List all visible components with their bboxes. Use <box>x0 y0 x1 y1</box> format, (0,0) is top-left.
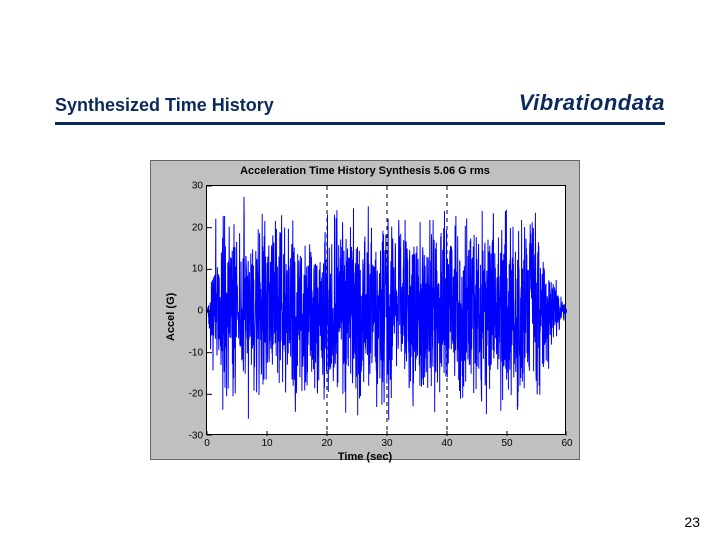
x-tick-label: 10 <box>261 438 272 449</box>
y-tick-label: -20 <box>189 389 203 400</box>
chart-panel: Acceleration Time History Synthesis 5.06… <box>150 160 580 460</box>
chart-line-series <box>207 186 567 436</box>
slide-root: Synthesized Time History Vibrationdata A… <box>0 0 720 540</box>
x-tick-label: 60 <box>561 438 572 449</box>
x-tick-label: 20 <box>321 438 332 449</box>
chart-container: Acceleration Time History Synthesis 5.06… <box>150 160 580 460</box>
y-tick-label: 0 <box>197 306 203 317</box>
x-tick-label: 30 <box>381 438 392 449</box>
chart-axes: -30-20-1001020300102030405060 <box>206 185 566 435</box>
x-axis-label: Time (sec) <box>338 451 392 463</box>
y-tick-label: 20 <box>192 222 203 233</box>
x-tick-label: 0 <box>204 438 210 449</box>
x-tick-label: 40 <box>441 438 452 449</box>
slide-header: Synthesized Time History Vibrationdata <box>55 90 665 125</box>
y-tick-label: 30 <box>192 181 203 192</box>
page-number: 23 <box>684 514 700 530</box>
y-tick-label: -10 <box>189 347 203 358</box>
y-axis-label: Accel (G) <box>165 293 177 341</box>
slide-title: Synthesized Time History <box>55 95 274 116</box>
x-tick-label: 50 <box>501 438 512 449</box>
brand-logo-text: Vibrationdata <box>519 90 665 116</box>
y-tick-label: 10 <box>192 264 203 275</box>
chart-title: Acceleration Time History Synthesis 5.06… <box>151 165 579 177</box>
y-tick-label: -30 <box>189 431 203 442</box>
